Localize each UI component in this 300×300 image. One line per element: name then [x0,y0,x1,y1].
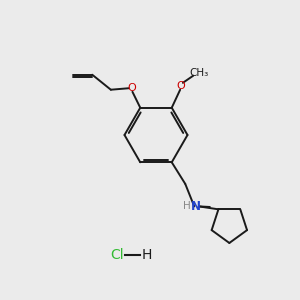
Text: Cl: Cl [110,248,124,262]
Text: O: O [128,83,136,93]
Text: N: N [191,200,201,213]
Text: O: O [176,81,185,91]
Text: H: H [183,201,190,212]
Text: CH₃: CH₃ [189,68,208,78]
Text: H: H [141,248,152,262]
